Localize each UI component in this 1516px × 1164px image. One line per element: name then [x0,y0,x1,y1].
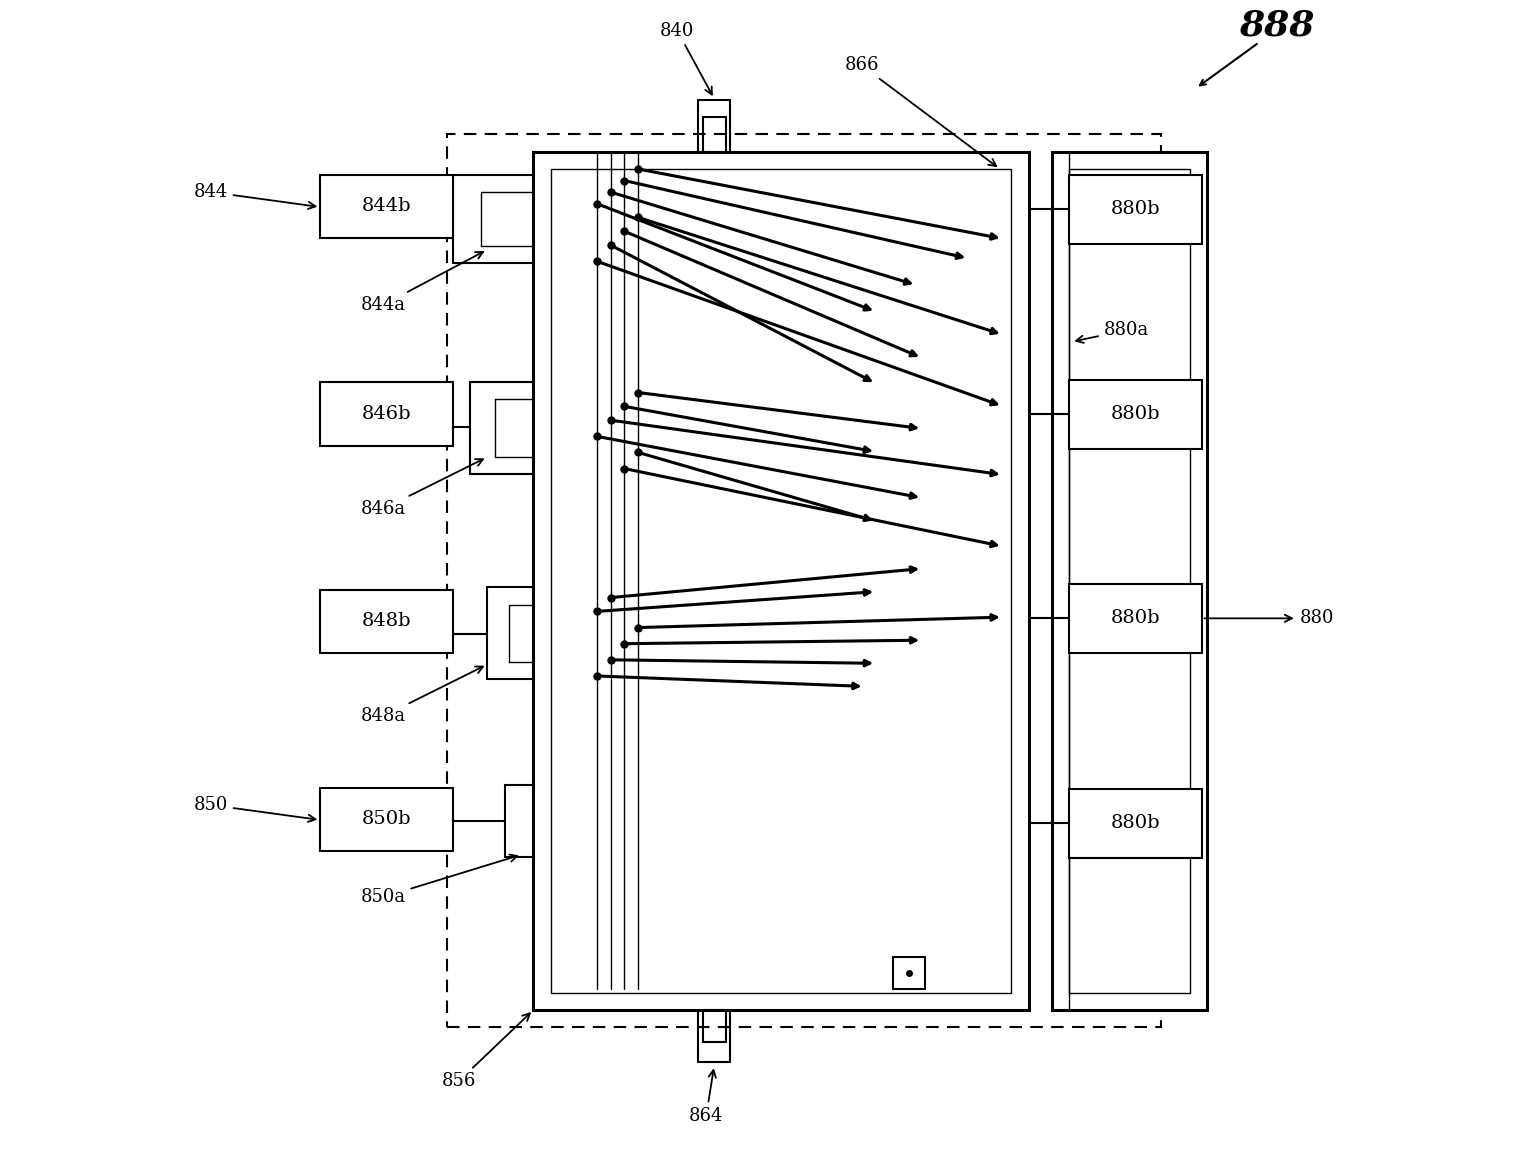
Text: 840: 840 [659,22,713,94]
Bar [1069,584,1202,653]
Bar [550,169,1011,993]
Bar [320,788,453,851]
Text: 848b: 848b [362,612,411,630]
Bar [1069,175,1202,244]
Text: 848a: 848a [361,667,484,725]
Text: 844a: 844a [361,251,484,314]
Bar [320,589,453,653]
Text: 850b: 850b [362,810,411,829]
Text: 850a: 850a [361,854,517,906]
Text: 880b: 880b [1111,609,1160,627]
Bar [534,151,1029,1010]
Text: 888: 888 [1239,8,1314,42]
Bar [447,135,1161,1028]
Text: 880a: 880a [1076,321,1149,343]
Text: 866: 866 [844,56,996,166]
Text: 856: 856 [441,1014,531,1091]
Bar [1069,169,1190,993]
Bar [320,175,453,239]
Text: 880b: 880b [1111,815,1160,832]
Text: 864: 864 [688,1070,723,1126]
Text: 850: 850 [194,796,315,822]
Text: 880: 880 [1204,609,1334,627]
Text: 880b: 880b [1111,405,1160,424]
Text: 846b: 846b [362,405,411,423]
Text: 846a: 846a [361,459,484,518]
Bar [1069,789,1202,858]
Bar [1069,379,1202,449]
Bar [893,957,925,989]
Text: 880b: 880b [1111,200,1160,219]
Bar [1052,151,1207,1010]
Bar [320,382,453,446]
Text: 844: 844 [194,183,315,210]
Text: 844b: 844b [362,198,411,215]
